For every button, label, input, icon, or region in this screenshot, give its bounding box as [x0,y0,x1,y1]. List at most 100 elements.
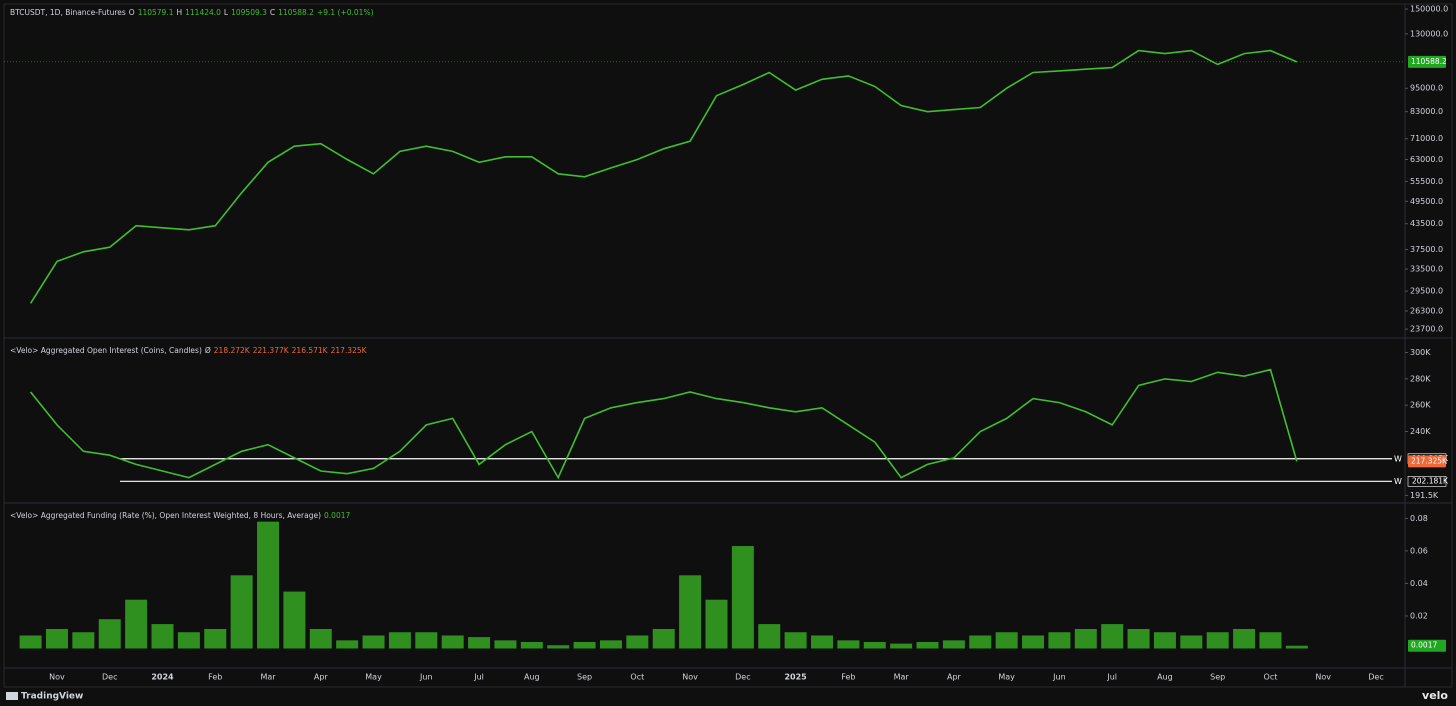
ohlc-value: 109509.3 [231,8,267,17]
ohlc-key: H [176,8,182,17]
indicator-title: <Velo> Aggregated Open Interest (Coins, … [10,346,202,355]
bar [98,619,121,649]
bar [520,641,543,649]
y-tick-label: 26300.0 [1410,307,1443,316]
indicator-value: 217.325K [331,346,368,355]
bar [837,640,860,649]
y-tick-label: 300K [1410,348,1431,357]
bar [1259,632,1282,649]
y-tick-label: 63000.0 [1410,155,1443,164]
bar [573,641,596,649]
symbol-title: BTCUSDT, 1D, Binance-Futures [10,8,126,17]
y-tick-label: 130000.0 [1410,29,1448,38]
watermark: velo [1422,689,1448,702]
x-tick-label: Dec [1368,673,1383,682]
y-tick-label: 0.08 [1410,514,1428,523]
x-tick-label: Jun [419,673,433,682]
bar [494,640,517,649]
y-tick-label: 191.5K [1410,491,1439,500]
bar [45,628,68,649]
bar [19,635,42,649]
ohlc-key: C [270,8,275,17]
x-tick-label: Oct [630,673,644,682]
bar [758,624,781,649]
bar [336,640,359,649]
x-tick-label: Sep [577,673,592,682]
indicator-value: 0.0017 [324,511,350,520]
bar [257,521,280,649]
last-value-label: 217.325K [1411,456,1448,465]
x-tick-label: Sep [1210,673,1225,682]
last-value-box [1408,639,1446,652]
indicator-value: 218.272K [214,346,251,355]
x-tick-label: Dec [735,673,750,682]
y-tick-label: 33500.0 [1410,265,1443,274]
bar [731,546,754,649]
bar [863,641,886,649]
bar [1101,624,1124,649]
y-tick-label: 37500.0 [1410,245,1443,254]
bar [1233,628,1256,649]
bar [942,640,965,649]
last-value-label: 110588.2 [1411,57,1447,66]
indicator-title: <Velo> Aggregated Funding (Rate (%), Ope… [10,511,321,520]
tradingview-logo[interactable]: TradingView [6,692,83,702]
bar [705,599,728,649]
bar [468,637,491,649]
bar [1285,645,1308,649]
bar [1048,632,1071,649]
bar [1153,632,1176,649]
last-value-label: 0.0017 [1411,641,1437,650]
x-tick-label: Feb [841,673,855,682]
x-tick-label: Nov [682,673,698,682]
bar [283,591,306,649]
last-value-box [1408,55,1446,68]
x-tick-label: Apr [314,673,329,682]
ohlc-value: 110588.2 [278,8,314,17]
x-tick-label: Aug [1157,673,1173,682]
y-tick-label: 0.04 [1410,579,1428,588]
level-label-box [1407,476,1447,487]
bar [388,632,411,649]
y-tick-label: 55500.0 [1410,177,1443,186]
y-tick-label: 83000.0 [1410,107,1443,116]
series-line [29,368,1298,480]
y-tick-label: 260K [1410,401,1431,410]
y-tick-label: 0.06 [1410,546,1428,555]
x-tick-label: May [998,673,1015,682]
bar [547,645,570,649]
x-tick-label: Jul [1106,673,1117,682]
y-tick-label: 23700.0 [1410,325,1443,334]
x-tick-label: 2024 [151,673,174,682]
y-tick-label: 150000.0 [1410,5,1448,14]
x-tick-label: Oct [1264,673,1278,682]
bar [652,628,675,649]
ohlc-key: O [129,8,135,17]
x-tick-label: Dec [102,673,117,682]
bar [72,632,95,649]
y-tick-label: 280K [1410,374,1431,383]
x-tick-label: Aug [524,673,540,682]
y-tick-label: 43500.0 [1410,219,1443,228]
y-tick-label: 29500.0 [1410,287,1443,296]
bar [969,635,992,649]
bar [230,575,253,649]
bar [1127,628,1150,649]
level-label: 202.181K [1412,476,1449,485]
x-tick-label: 2025 [784,673,807,682]
bar [1074,628,1097,649]
y-tick-label: 95000.0 [1410,84,1443,93]
indicator-value: 216.571K [292,346,329,355]
x-tick-label: Mar [260,673,276,682]
ohlc-value: 110579.1 [138,8,174,17]
series-line [29,49,1298,304]
x-tick-label: Mar [894,673,910,682]
x-tick-label: Apr [947,673,962,682]
bar [177,632,200,649]
ohlc-value: 111424.0 [185,8,221,17]
change: +9.1 (+0.01%) [317,8,374,17]
bar [784,632,807,649]
bar [995,632,1018,649]
x-tick-label: May [365,673,382,682]
